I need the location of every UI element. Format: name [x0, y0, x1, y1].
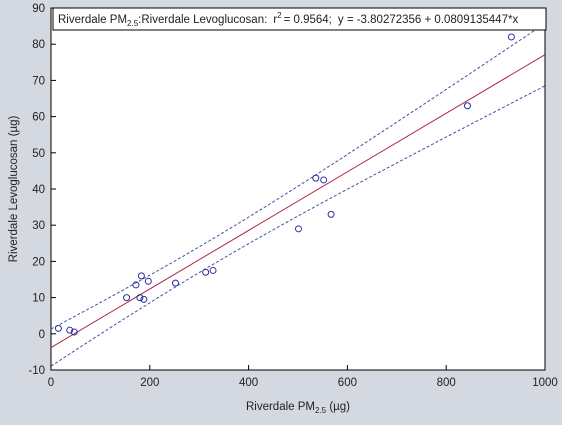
- data-point: [209, 266, 217, 274]
- x-tick-label: 400: [239, 377, 258, 389]
- data-point: [137, 272, 145, 280]
- y-tick-label: 10: [32, 293, 45, 305]
- r-value: = 0.9564;: [284, 14, 332, 26]
- data-point: [507, 33, 515, 41]
- y-tick-label: -10: [28, 365, 45, 377]
- confidence-band-upper: [50, 23, 546, 330]
- data-point: [123, 294, 131, 302]
- r-superscript: 2: [277, 11, 282, 20]
- regression-line-layer: [50, 54, 546, 348]
- y-tick-label: 70: [32, 75, 45, 87]
- y-tick-label: 60: [32, 112, 45, 124]
- data-point: [312, 174, 320, 182]
- confidence-band-lower: [50, 85, 546, 367]
- regression-equation: y = -3.80272356 + 0.0809135447*x: [338, 14, 519, 26]
- data-point: [140, 295, 148, 303]
- title-box: [52, 7, 547, 31]
- y-axis-ticks: -10 0 10 20 30 40 50 60 70 80 90: [28, 3, 56, 377]
- x-axis-label: Riverdale PM2.5 (µg): [246, 401, 350, 415]
- title-subscript: 2.5: [127, 19, 139, 28]
- data-points-layer: [54, 33, 515, 336]
- y-tick-label: 0: [39, 329, 45, 341]
- x-label-subscript: 2.5: [315, 406, 327, 415]
- data-point: [463, 102, 471, 110]
- data-point: [144, 277, 152, 285]
- data-point: [202, 268, 210, 276]
- data-point: [70, 328, 78, 336]
- y-tick-label: 20: [32, 256, 45, 268]
- y-tick-label: 90: [32, 3, 45, 15]
- plot-area: [50, 7, 546, 371]
- data-point: [320, 176, 328, 184]
- y-tick-label: 80: [32, 39, 45, 51]
- y-tick-label: 30: [32, 220, 45, 232]
- title-prefix: Riverdale PM: [58, 14, 127, 26]
- data-point: [54, 324, 62, 332]
- x-label-suffix: (µg): [326, 401, 350, 413]
- x-tick-label: 0: [48, 377, 54, 389]
- data-point: [327, 210, 335, 218]
- x-label-prefix: Riverdale PM: [246, 401, 315, 413]
- confidence-band-layer: [50, 23, 546, 367]
- x-tick-label: 1000: [532, 377, 558, 389]
- regression-line: [50, 54, 546, 348]
- x-axis-ticks: 0 200 400 600 800 1000: [48, 365, 558, 389]
- title-suffix: :Riverdale Levoglucosan:: [138, 14, 267, 26]
- data-point: [294, 225, 302, 233]
- data-point: [132, 281, 140, 289]
- y-axis-label: Riverdale Levoglucosan (µg): [8, 116, 20, 263]
- data-point: [136, 294, 144, 302]
- x-tick-label: 800: [437, 377, 456, 389]
- r-label: r: [273, 14, 277, 26]
- y-tick-label: 50: [32, 148, 45, 160]
- data-point: [171, 279, 179, 287]
- y-tick-label: 40: [32, 184, 45, 196]
- data-point: [66, 326, 74, 334]
- x-tick-label: 600: [338, 377, 357, 389]
- chart-title: Riverdale PM2.5:Riverdale Levoglucosan: r…: [58, 11, 518, 28]
- x-tick-label: 200: [140, 377, 159, 389]
